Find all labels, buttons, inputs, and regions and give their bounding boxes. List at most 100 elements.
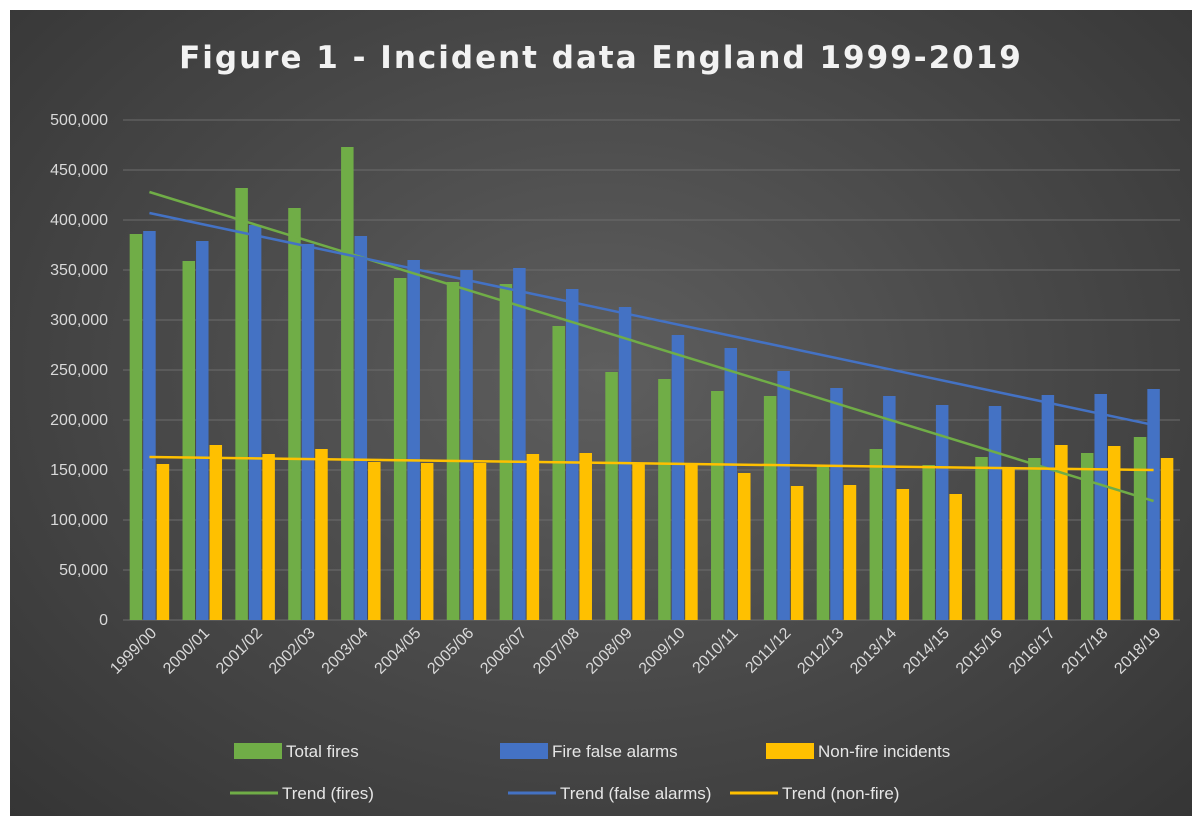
bar [446,282,460,620]
x-tick-label: 2009/10 [636,625,689,678]
bar [473,463,487,620]
x-tick-label: 1999/00 [107,625,160,678]
bar [552,326,565,620]
bar [235,188,248,620]
bar [301,244,315,620]
bar [711,391,724,620]
bar [816,465,830,620]
bar [1041,395,1055,620]
legend-swatch [500,743,548,759]
x-tick-label: 2001/02 [213,625,266,678]
bar [883,396,896,620]
bar [393,278,407,620]
bar [843,485,857,620]
bar [790,486,804,620]
x-tick-label: 2003/04 [319,625,372,678]
bar [869,449,883,620]
x-tick-label: 2002/03 [266,625,319,678]
bar [763,396,777,620]
bar [830,388,843,620]
bar [1055,445,1068,620]
bar [935,405,949,620]
bar [1107,446,1121,620]
bar [896,489,910,620]
bar [288,208,301,620]
chart-title: Figure 1 - Incident data England 1999-20… [179,40,1023,76]
bar [1160,458,1174,620]
bar [565,289,579,620]
legend-label: Total fires [286,742,359,761]
x-tick-label: 2000/01 [160,625,213,678]
bar [196,241,209,620]
bar [1028,458,1041,620]
bar [420,463,434,620]
x-tick-label: 2015/16 [953,625,1006,678]
x-tick-label: 2005/06 [424,625,477,678]
legend-swatch [234,743,282,759]
chart-area: Figure 1 - Incident data England 1999-20… [10,10,1192,816]
y-tick-label: 50,000 [59,562,108,579]
bar [685,465,698,620]
trend-line [149,190,1154,503]
bar [658,379,671,620]
bar [354,236,368,620]
x-tick-label: 2014/15 [900,625,953,678]
bar [1094,394,1107,620]
y-tick-label: 400,000 [50,212,108,229]
y-tick-label: 200,000 [50,412,108,429]
x-tick-label: 2010/11 [690,625,742,677]
bar [975,457,988,620]
bar [143,231,156,620]
x-tick-label: 2007/08 [530,625,583,678]
bar [632,463,645,620]
x-tick-label: 2012/13 [794,625,847,678]
trend-line [149,211,1154,427]
x-tick-label: 2008/09 [583,625,636,678]
y-tick-label: 500,000 [50,112,108,129]
bar [368,462,381,620]
trend-line [149,455,1154,472]
bar [1002,468,1015,620]
bar [182,261,196,620]
bar [499,284,513,620]
bar [248,225,262,620]
bar [156,464,170,620]
x-tick-label: 2017/18 [1059,625,1112,678]
bar [1147,389,1160,620]
bar [1133,437,1147,620]
bar [315,449,328,620]
bar [407,260,420,620]
legend-label: Trend (fires) [282,784,374,803]
y-tick-label: 150,000 [50,462,108,479]
bar [1080,453,1094,620]
x-tick-label: 2016/17 [1006,625,1059,678]
bar [526,454,540,620]
y-tick-label: 0 [99,612,108,629]
bar [724,348,738,620]
x-tick-label: 2018/19 [1111,625,1164,678]
bar [988,406,1002,620]
bar [262,454,275,620]
legend-label: Fire false alarms [552,742,678,761]
bar [513,268,526,620]
bar [341,147,354,620]
legend-swatch [766,743,814,759]
x-tick-label: 2004/05 [372,625,425,678]
bar [129,234,143,620]
bar [579,453,592,620]
x-tick-label: 2011/12 [742,625,794,677]
bar [605,372,618,620]
chart-plot: 500,000 450,000 400,000 350,000 300,000 250,0… [50,112,1180,803]
y-tick-label: 300,000 [50,312,108,329]
y-tick-label: 250,000 [50,362,108,379]
bar [922,465,935,620]
bar [777,371,790,620]
legend-label: Trend (false alarms) [560,784,711,803]
bar [460,270,473,620]
y-tick-label: 100,000 [50,512,108,529]
bar [738,473,751,620]
legend-label: Non-fire incidents [818,742,950,761]
bar [209,445,223,620]
x-tick-label: 2006/07 [477,625,530,678]
legend-label: Trend (non-fire) [782,784,899,803]
